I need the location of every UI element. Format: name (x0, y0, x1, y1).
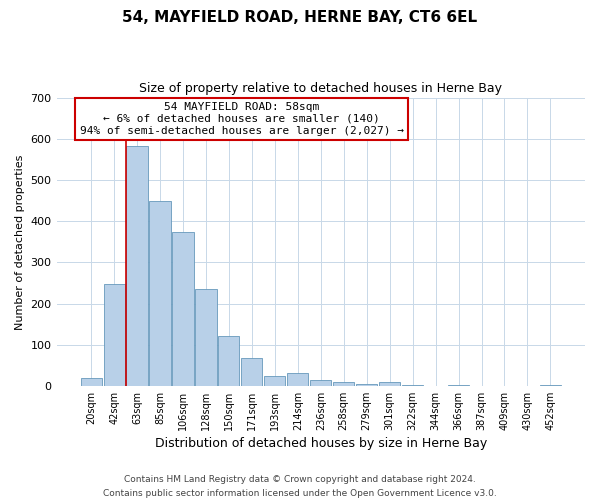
Bar (356, 384, 377, 386)
Title: Size of property relative to detached houses in Herne Bay: Size of property relative to detached ho… (139, 82, 502, 96)
X-axis label: Distribution of detached houses by size in Herne Bay: Distribution of detached houses by size … (155, 437, 487, 450)
Text: Contains HM Land Registry data © Crown copyright and database right 2024.
Contai: Contains HM Land Registry data © Crown c… (103, 476, 497, 498)
Bar (287, 373, 308, 386)
Bar (172, 232, 194, 386)
Bar (540, 385, 561, 386)
Bar (127, 146, 148, 386)
Bar (80, 378, 101, 386)
Bar (379, 382, 400, 386)
Bar (241, 358, 262, 386)
Bar (264, 376, 286, 386)
Text: 54, MAYFIELD ROAD, HERNE BAY, CT6 6EL: 54, MAYFIELD ROAD, HERNE BAY, CT6 6EL (122, 10, 478, 25)
Bar (333, 382, 354, 386)
Bar (310, 380, 331, 386)
Text: 54 MAYFIELD ROAD: 58sqm
← 6% of detached houses are smaller (140)
94% of semi-de: 54 MAYFIELD ROAD: 58sqm ← 6% of detached… (80, 102, 404, 136)
Bar (448, 384, 469, 386)
Bar (196, 289, 217, 386)
Bar (149, 201, 170, 386)
Bar (218, 336, 239, 386)
Bar (104, 284, 125, 386)
Y-axis label: Number of detached properties: Number of detached properties (15, 154, 25, 330)
